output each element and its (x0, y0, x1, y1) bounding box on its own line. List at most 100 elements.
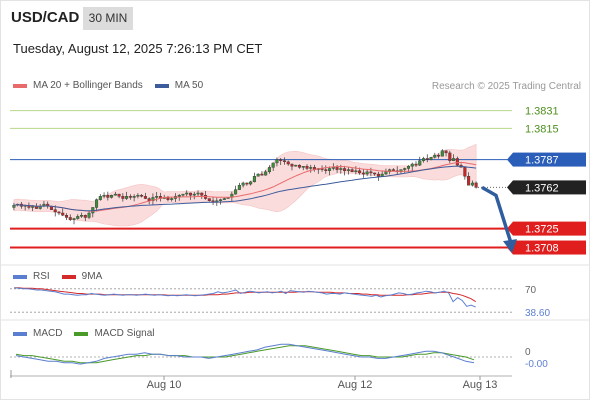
candle-body (331, 167, 335, 169)
x-tick-label: Aug 10 (147, 379, 182, 391)
legend-ma50-label: MA 50 (174, 80, 204, 91)
candle-body (414, 163, 418, 166)
candle-body (222, 198, 226, 200)
level-tag-pointer-1.3762 (507, 180, 513, 195)
timestamp: Tuesday, August 12, 2025 7:26:13 PM CET (13, 41, 263, 56)
x-tick-label: Aug 12 (338, 379, 373, 391)
candle-body (87, 212, 91, 218)
candle-body (188, 192, 193, 196)
legend-macd-label: MACD (33, 328, 63, 339)
candle-body (98, 196, 102, 200)
candle-body (410, 163, 414, 167)
candle-body (68, 217, 72, 220)
rsi-swatch (13, 274, 27, 279)
candle-body (110, 194, 114, 198)
rsi-tick-70: 70 (525, 285, 537, 296)
candle-body (207, 198, 211, 201)
rsi-9ma-swatch (61, 274, 76, 279)
candle-body (418, 160, 422, 166)
candle-body (249, 181, 253, 185)
candle-body (384, 171, 388, 175)
candle-body (12, 205, 16, 208)
candle-body (64, 215, 69, 218)
ma50-swatch (154, 83, 169, 88)
candle-body (433, 154, 437, 158)
legend-ma50: MA 50 (154, 80, 204, 91)
legend-rsi-9ma-label: 9MA (81, 271, 103, 282)
candle-body (339, 168, 343, 170)
candle-body (301, 166, 305, 168)
candle-body (305, 166, 309, 169)
candle-body (155, 196, 159, 198)
candle-body (166, 197, 170, 200)
rsi-9ma-line (14, 287, 476, 303)
candle-body (425, 158, 429, 160)
candle-body (245, 182, 249, 185)
candle-body (170, 198, 174, 200)
level-label-1.3708: 1.3708 (525, 243, 559, 255)
candle-body (380, 173, 384, 177)
candle-body (185, 192, 189, 195)
candle-body (286, 161, 290, 165)
candle-body (399, 169, 403, 173)
candle-body (132, 196, 136, 198)
level-label-1.3787: 1.3787 (525, 155, 559, 167)
candle-body (95, 199, 99, 208)
legend-macd: MACD (13, 328, 62, 339)
candle-body (181, 193, 185, 196)
macd-signal-line (15, 345, 475, 364)
legend-rsi: RSI (13, 271, 50, 282)
legend-rsi-9ma: 9MA (61, 271, 103, 282)
macd-signal-swatch (74, 331, 89, 336)
candle-body (219, 199, 223, 201)
research-credit: Research © 2025 Trading Central (431, 81, 581, 92)
macd-legend: MACD MACD Signal (13, 328, 166, 339)
candle-body (211, 200, 215, 203)
level-label-1.3831: 1.3831 (525, 106, 559, 118)
legend-ma20: MA 20 + Bollinger Bands (13, 80, 143, 91)
candle-body (234, 189, 238, 195)
candle-body (53, 209, 57, 213)
candle-body (117, 193, 121, 197)
candle-body (76, 216, 80, 219)
forecast-arrow (481, 185, 513, 244)
candle-body (106, 194, 110, 198)
candle-body (260, 173, 264, 176)
candle-body (297, 164, 302, 168)
candle-body (237, 184, 241, 190)
candle-body (369, 171, 373, 174)
candle-body (463, 167, 467, 177)
candle-body (421, 158, 426, 161)
candle-body (128, 196, 132, 198)
candle-body (406, 166, 410, 169)
candle-body (177, 194, 181, 197)
candle-body (358, 170, 362, 174)
candle-body (282, 160, 286, 162)
candle-body (376, 173, 380, 177)
legend-macd-signal-label: MACD Signal (94, 328, 155, 339)
candle-body (354, 170, 358, 173)
rsi-last-value: 38.60 (525, 308, 550, 319)
candle-body (271, 162, 275, 168)
candle-body (241, 182, 245, 186)
candle-body (279, 159, 283, 161)
level-label-1.3725: 1.3725 (525, 224, 559, 236)
level-tag-1.3725 (513, 221, 586, 236)
candle-body (102, 194, 106, 197)
candle-body (361, 172, 365, 175)
candle-body (275, 159, 279, 164)
candle-body (61, 212, 65, 216)
candle-body (440, 150, 444, 157)
candle-body (346, 169, 350, 171)
candle-body (72, 218, 76, 220)
level-tag-pointer-1.3787 (507, 152, 513, 167)
candle-body (343, 168, 347, 171)
timeframe-button[interactable]: 30 MIN (83, 7, 133, 30)
candle-body (328, 168, 332, 171)
candle-body (147, 198, 151, 201)
candle-body (252, 176, 256, 183)
legend-macd-signal: MACD Signal (74, 328, 154, 339)
candle-body (113, 193, 117, 196)
candle-body (125, 196, 129, 199)
